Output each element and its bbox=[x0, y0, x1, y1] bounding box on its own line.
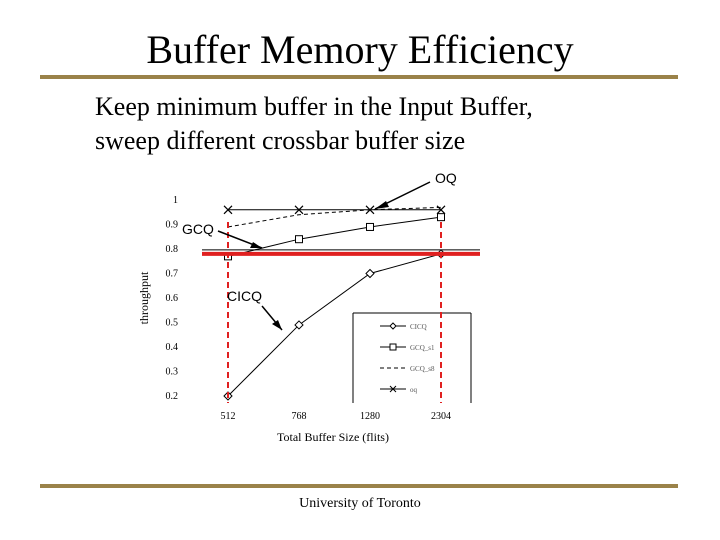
x-tick-label: 1280 bbox=[360, 411, 380, 422]
bullet-line-2: sweep different crossbar buffer size bbox=[95, 126, 466, 155]
title-divider bbox=[40, 75, 678, 79]
data-point bbox=[365, 205, 375, 215]
footer-divider bbox=[40, 484, 678, 488]
gcq-arrowhead bbox=[250, 242, 262, 248]
slide-title: Buffer Memory Efficiency bbox=[146, 27, 574, 72]
x-tick-label: 512 bbox=[221, 411, 236, 422]
chart-group: 0.2 0.3 0.4 0.5 0.6 0.7 0.8 0.9 1 512 768 1280 2304 T… bbox=[137, 195, 480, 444]
oq-annotation: OQ bbox=[435, 170, 457, 186]
data-point bbox=[294, 205, 304, 215]
data-point bbox=[294, 320, 304, 330]
data-point bbox=[437, 213, 445, 222]
series-line bbox=[227, 216, 442, 257]
x-axis-label: Total Buffer Size (flits) bbox=[277, 430, 389, 444]
x-tick-label: 768 bbox=[292, 411, 307, 422]
legend-label: oq bbox=[410, 386, 418, 394]
y-tick-label: 0.2 bbox=[166, 391, 179, 402]
y-tick-label: 0.6 bbox=[166, 293, 179, 304]
gcq-annotation: GCQ bbox=[182, 221, 214, 237]
y-tick-label: 0.5 bbox=[166, 318, 179, 329]
legend-label: CICQ bbox=[410, 323, 427, 331]
oq-arrowhead bbox=[375, 201, 389, 209]
y-tick-label: 0.3 bbox=[166, 367, 179, 378]
footer-text: University of Toronto bbox=[299, 496, 421, 511]
data-point bbox=[295, 235, 303, 244]
data-point bbox=[366, 222, 374, 231]
legend-label: GCQ_s1 bbox=[410, 344, 435, 352]
y-tick-label: 0.7 bbox=[166, 269, 179, 280]
y-tick-label: 1 bbox=[173, 195, 178, 206]
y-tick-label: 0.9 bbox=[166, 220, 179, 231]
cicq-annotation: CICQ bbox=[227, 288, 262, 304]
legend-marker bbox=[389, 343, 397, 351]
legend-marker bbox=[389, 322, 397, 330]
x-tick-label: 2304 bbox=[431, 411, 451, 422]
cicq-arrowhead bbox=[272, 320, 282, 330]
data-point bbox=[223, 205, 233, 215]
y-tick-label: 0.8 bbox=[166, 244, 179, 255]
data-point bbox=[365, 268, 375, 279]
y-tick-label: 0.4 bbox=[166, 342, 179, 353]
legend-label: GCQ_s8 bbox=[410, 365, 435, 373]
data-point bbox=[436, 205, 446, 215]
y-axis-label: throughput bbox=[137, 271, 151, 324]
series-line bbox=[227, 206, 442, 228]
bullet-text: Keep minimum buffer in the Input Buffer,… bbox=[95, 90, 533, 158]
bullet-line-1: Keep minimum buffer in the Input Buffer, bbox=[95, 92, 533, 121]
legend-marker bbox=[389, 385, 397, 393]
series-line bbox=[227, 253, 442, 397]
